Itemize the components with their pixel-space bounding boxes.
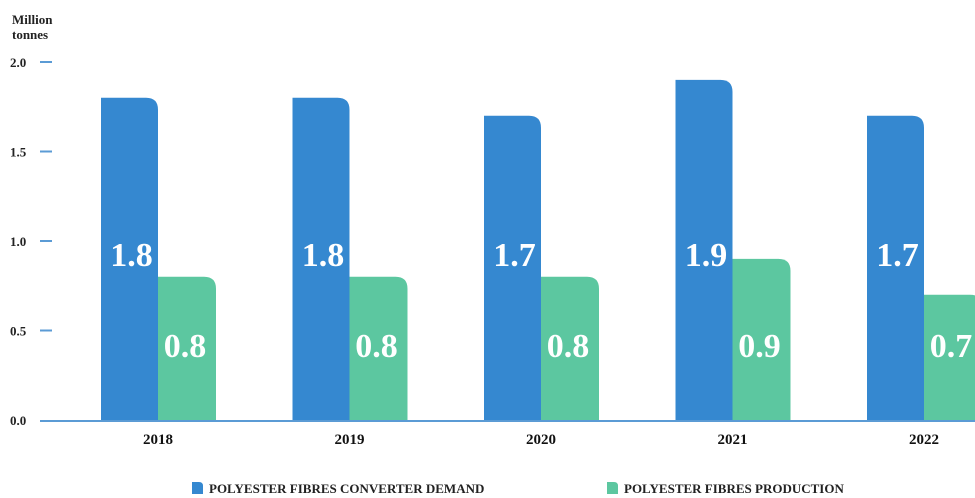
data-label-production: 0.8 — [164, 328, 207, 365]
data-label-production: 0.8 — [355, 328, 398, 365]
x-tick-label: 2020 — [526, 432, 556, 448]
x-tick-label: 2018 — [143, 432, 173, 448]
y-tick-label: 0.0 — [10, 413, 26, 428]
x-tick-label: 2022 — [909, 432, 939, 448]
bar-converter-demand — [292, 97, 350, 421]
bar-converter-demand — [101, 97, 158, 421]
bar-production — [924, 294, 975, 420]
legend-swatch — [607, 482, 618, 494]
x-axis: 2018 2019 2020 2021 2022 — [40, 420, 975, 448]
data-label-converter-demand: 1.7 — [876, 237, 919, 274]
data-label-production: 0.9 — [738, 328, 781, 365]
y-tick-label: 2.0 — [10, 55, 26, 70]
x-tick-label: 2021 — [718, 432, 748, 448]
legend-swatch — [192, 482, 203, 494]
y-tick-label: 0.5 — [10, 324, 27, 339]
bar-production — [541, 276, 599, 420]
bar-converter-demand — [867, 115, 924, 420]
legend-label: POLYESTER FIBRES CONVERTER DEMAND — [209, 481, 484, 496]
data-label-converter-demand: 1.7 — [493, 237, 536, 274]
legend: POLYESTER FIBRES CONVERTER DEMAND POLYEST… — [192, 481, 844, 496]
y-unit-label-line1: Million — [12, 12, 53, 27]
bar-production — [732, 258, 791, 420]
y-unit-label-line2: tonnes — [12, 27, 48, 42]
bar-converter-demand — [675, 79, 733, 421]
data-label-converter-demand: 1.8 — [302, 237, 345, 274]
bar-production — [158, 276, 216, 420]
bars-group: 1.8 0.8 1.8 0.8 1.7 0.8 1.9 0.9 1.7 0.7 — [101, 79, 975, 421]
data-label-converter-demand: 1.9 — [685, 237, 728, 274]
y-axis: 0.0 0.5 1.0 1.5 2.0 — [10, 55, 52, 428]
data-label-production: 0.8 — [547, 328, 590, 365]
data-label-production: 0.7 — [930, 328, 973, 365]
y-tick-label: 1.0 — [10, 234, 26, 249]
y-tick-label: 1.5 — [10, 145, 27, 160]
x-tick-label: 2019 — [335, 432, 365, 448]
bar-production — [349, 276, 408, 420]
bar-converter-demand — [484, 115, 541, 420]
legend-label: POLYESTER FIBRES PRODUCTION — [624, 481, 844, 496]
data-label-converter-demand: 1.8 — [110, 237, 153, 274]
